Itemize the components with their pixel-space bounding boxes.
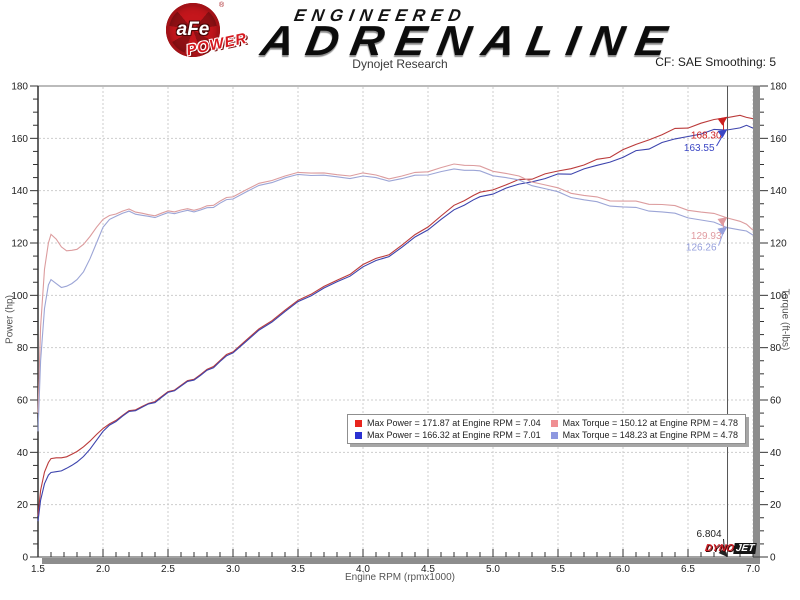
bottom-axis-bar xyxy=(42,558,760,564)
rpm-tick-label: 2.5 xyxy=(161,564,175,575)
header: aFe ® POWER ENGINEERED ADRENALINE Dynoje… xyxy=(0,0,800,78)
rpm-tick-label: 3.0 xyxy=(226,564,240,575)
power-tick-label: 60 xyxy=(17,396,29,407)
legend-item-max-torque-1: Max Torque = 150.12 at Engine RPM = 4.78 xyxy=(550,418,739,428)
correction-factor-label: CF: SAE Smoothing: 5 xyxy=(655,55,776,69)
power-tick-label: 40 xyxy=(17,448,29,459)
torque-tick-label: 120 xyxy=(770,239,787,250)
legend: Max Power = 171.87 at Engine RPM = 7.04 … xyxy=(347,414,747,444)
rpm-tick-label: 3.5 xyxy=(291,564,305,575)
cursor-rpm-value-arrow xyxy=(718,548,728,557)
registered-mark: ® xyxy=(219,2,225,9)
power-tick-label: 80 xyxy=(17,343,29,354)
cursor-torque-blue-value: 126.26 xyxy=(686,243,717,254)
dyno-subtitle: Dynojet Research xyxy=(352,57,448,71)
rpm-tick-label: 4.5 xyxy=(421,564,435,575)
power-tick-label: 0 xyxy=(22,553,28,564)
legend-item-max-power-2: Max Power = 166.32 at Engine RPM = 7.01 xyxy=(355,430,541,440)
legend-marker-torque-red xyxy=(550,419,558,427)
power-tick-label: 120 xyxy=(11,239,28,250)
power-tick-label: 140 xyxy=(11,186,28,197)
torque-tick-label: 60 xyxy=(770,396,782,407)
torque-axis-title: Torque (ft-lbs) xyxy=(779,288,791,351)
power-tick-label: 180 xyxy=(11,82,28,93)
rpm-tick-label: 7.0 xyxy=(746,564,760,575)
legend-label-power-blue: Max Power = 166.32 at Engine RPM = 7.01 xyxy=(367,430,541,440)
rpm-tick-label: 5.0 xyxy=(486,564,500,575)
rpm-tick-label: 4.0 xyxy=(356,564,370,575)
torque-tick-label: 0 xyxy=(770,553,776,564)
power-curve-blue xyxy=(37,124,754,522)
torque-tick-label: 100 xyxy=(770,291,787,302)
cursor-power-blue-value: 163.55 xyxy=(684,143,715,154)
rpm-axis-title: Engine RPM (rpmx1000) xyxy=(344,572,456,583)
cursor-torque-blue-value-arrow xyxy=(717,226,728,236)
legend-label-torque-red: Max Torque = 150.12 at Engine RPM = 4.78 xyxy=(562,418,739,428)
legend-label-power-red: Max Power = 171.87 at Engine RPM = 7.04 xyxy=(367,418,541,428)
rpm-tick-label: 6.0 xyxy=(616,564,630,575)
rpm-tick-label: 1.5 xyxy=(31,564,45,575)
torque-tick-label: 160 xyxy=(770,134,787,145)
cursor-power-red-value-arrow xyxy=(717,116,728,126)
rpm-tick-label: 2.0 xyxy=(96,564,110,575)
power-tick-label: 160 xyxy=(11,134,28,145)
legend-marker-power-red xyxy=(355,419,362,427)
rpm-tick-label: 6.5 xyxy=(681,564,695,575)
right-axis-bar xyxy=(753,86,760,558)
afe-logo-text: aFe xyxy=(176,19,210,40)
cursor-rpm-value: 6.804 xyxy=(696,529,721,540)
legend-item-max-power-1: Max Power = 171.87 at Engine RPM = 7.04 xyxy=(355,418,541,428)
legend-marker-power-blue xyxy=(355,431,362,439)
torque-tick-label: 80 xyxy=(770,343,782,354)
cursor-power-blue-value-arrow xyxy=(717,129,728,139)
torque-tick-label: 40 xyxy=(770,448,782,459)
legend-item-max-torque-2: Max Torque = 148.23 at Engine RPM = 4.78 xyxy=(550,430,739,440)
legend-label-torque-blue: Max Torque = 148.23 at Engine RPM = 4.78 xyxy=(562,430,739,440)
power-curve-red xyxy=(37,114,754,516)
power-tick-label: 20 xyxy=(17,500,29,511)
torque-curve-red xyxy=(37,163,754,414)
legend-marker-torque-blue xyxy=(550,431,558,439)
torque-tick-label: 20 xyxy=(770,500,782,511)
power-axis-title: Power (hp) xyxy=(4,295,16,344)
afe-logo: aFe xyxy=(166,3,220,57)
torque-tick-label: 140 xyxy=(770,186,787,197)
torque-tick-label: 180 xyxy=(770,82,787,93)
cursor-torque-red-value-arrow xyxy=(717,217,728,227)
cursor-torque-red-value: 129.93 xyxy=(691,231,722,242)
cursor-power-red-value: 168.30 xyxy=(691,131,722,142)
rpm-tick-label: 5.5 xyxy=(551,564,565,575)
dynojet-logo-dyno: DYNO xyxy=(704,543,735,554)
dynojet-logo-jet: JET xyxy=(733,543,758,554)
power-tick-label: 100 xyxy=(11,291,28,302)
torque-curve-blue xyxy=(37,168,754,432)
dynojet-logo: DYNOJET xyxy=(704,543,758,554)
